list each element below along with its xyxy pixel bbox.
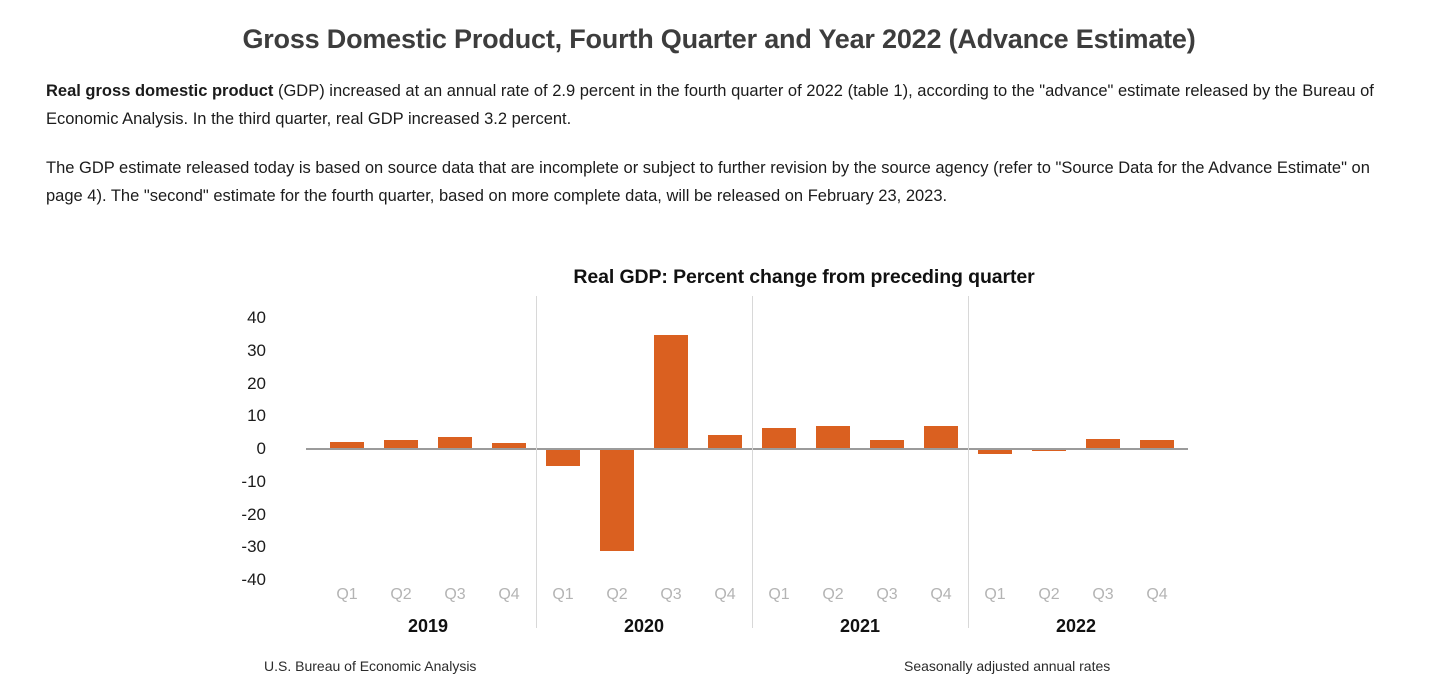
bar (1139, 439, 1175, 449)
bar (653, 335, 689, 449)
y-tick-label: 40 (247, 308, 266, 327)
year-separator (968, 296, 969, 628)
quarter-tick-label: Q1 (336, 586, 358, 603)
quarter-tick-label: Q2 (1038, 586, 1060, 603)
bar (329, 441, 365, 449)
chart-note-label: Seasonally adjusted annual rates (904, 658, 1111, 674)
bar-slot (914, 318, 968, 580)
quarter-tick-label: Q1 (984, 586, 1006, 603)
x-axis: Q1 Q2 Q3 Q4 Q1 Q2 Q3 Q4 Q1 Q2 Q3 Q4 Q1 Q2 Q3 Q4 2019 202… (320, 586, 1184, 650)
chart-title: Real GDP: Percent change from preceding … (573, 266, 1035, 288)
chart-plot-area: 40 30 20 10 0 -10 -20 -30 -40 (241, 296, 1188, 628)
y-tick-label: -10 (241, 471, 266, 491)
gdp-bar-chart: Real GDP: Percent change from preceding … (0, 266, 1438, 699)
year-label-row: 2019 2020 2021 2022 (320, 616, 1184, 637)
bar (491, 443, 527, 449)
year-separator (752, 296, 753, 628)
bar-slot (644, 318, 698, 580)
quarter-tick-label: Q2 (390, 586, 412, 603)
chart-plot-inner (306, 296, 1188, 628)
paragraph-2: The GDP estimate released today is based… (46, 158, 1370, 206)
paragraph-1: Real gross domestic product (GDP) increa… (46, 77, 1392, 134)
bar (1085, 438, 1121, 449)
quarter-tick-label: Q2 (822, 586, 844, 603)
y-tick-label: 10 (247, 406, 266, 426)
bar (545, 449, 581, 466)
bar-slot (860, 318, 914, 580)
paragraph-1-rest: (GDP) increased at an annual rate of 2.9… (46, 82, 1374, 129)
y-tick-label: -40 (241, 570, 266, 589)
body-copy: Real gross domestic product (GDP) increa… (0, 77, 1438, 211)
year-tick-label: 2022 (1055, 616, 1097, 636)
quarter-tick-label: Q3 (1092, 586, 1114, 603)
bar (383, 440, 419, 449)
bar (977, 449, 1013, 455)
quarter-tick-label: Q3 (876, 586, 898, 603)
bar-slot (806, 318, 860, 580)
chart-source-label: U.S. Bureau of Economic Analysis (264, 658, 477, 674)
y-tick-label: -30 (241, 537, 266, 557)
y-tick-label: 30 (247, 340, 266, 360)
zero-baseline (306, 448, 1188, 450)
quarter-tick-label: Q3 (444, 586, 466, 603)
quarter-tick-label: Q2 (606, 586, 628, 603)
year-tick-label: 2020 (623, 616, 665, 636)
bar-slot (320, 318, 374, 580)
paragraph-1-lead: Real gross domestic product (46, 82, 274, 100)
bar-slot (374, 318, 428, 580)
bar-series (320, 318, 1184, 580)
quarter-tick-label: Q1 (552, 586, 574, 603)
bar (599, 449, 635, 552)
bar-slot (482, 318, 536, 580)
year-tick-label: 2021 (839, 616, 881, 636)
bar-slot (590, 318, 644, 580)
y-tick-label: 20 (247, 373, 266, 393)
bar (761, 428, 797, 449)
bar-slot (752, 318, 806, 580)
bar (437, 437, 473, 449)
year-separator (536, 296, 537, 628)
bar-slot (698, 318, 752, 580)
chart-footer: U.S. Bureau of Economic Analysis Seasona… (0, 658, 1438, 684)
quarter-tick-label: Q4 (1146, 586, 1168, 603)
y-tick-label: 0 (256, 439, 266, 458)
quarter-label-row: Q1 Q2 Q3 Q4 Q1 Q2 Q3 Q4 Q1 Q2 Q3 Q4 Q1 Q2 Q3 Q4 (320, 586, 1184, 604)
year-tick-label: 2019 (407, 616, 449, 636)
y-tick-label: -20 (241, 504, 266, 524)
quarter-tick-label: Q4 (930, 586, 952, 603)
bar (815, 426, 851, 449)
bar-slot (968, 318, 1022, 580)
bar-slot (1130, 318, 1184, 580)
quarter-tick-label: Q4 (714, 586, 736, 603)
bar (923, 426, 959, 449)
quarter-tick-label: Q1 (768, 586, 790, 603)
bar-slot (428, 318, 482, 580)
bar (869, 440, 905, 449)
bar-slot (1076, 318, 1130, 580)
bar-slot (536, 318, 590, 580)
bar (707, 435, 743, 449)
page-title: Gross Domestic Product, Fourth Quarter a… (242, 24, 1196, 54)
quarter-tick-label: Q3 (660, 586, 682, 603)
quarter-tick-label: Q4 (498, 586, 520, 603)
y-axis: 40 30 20 10 0 -10 -20 -30 -40 (214, 308, 266, 589)
